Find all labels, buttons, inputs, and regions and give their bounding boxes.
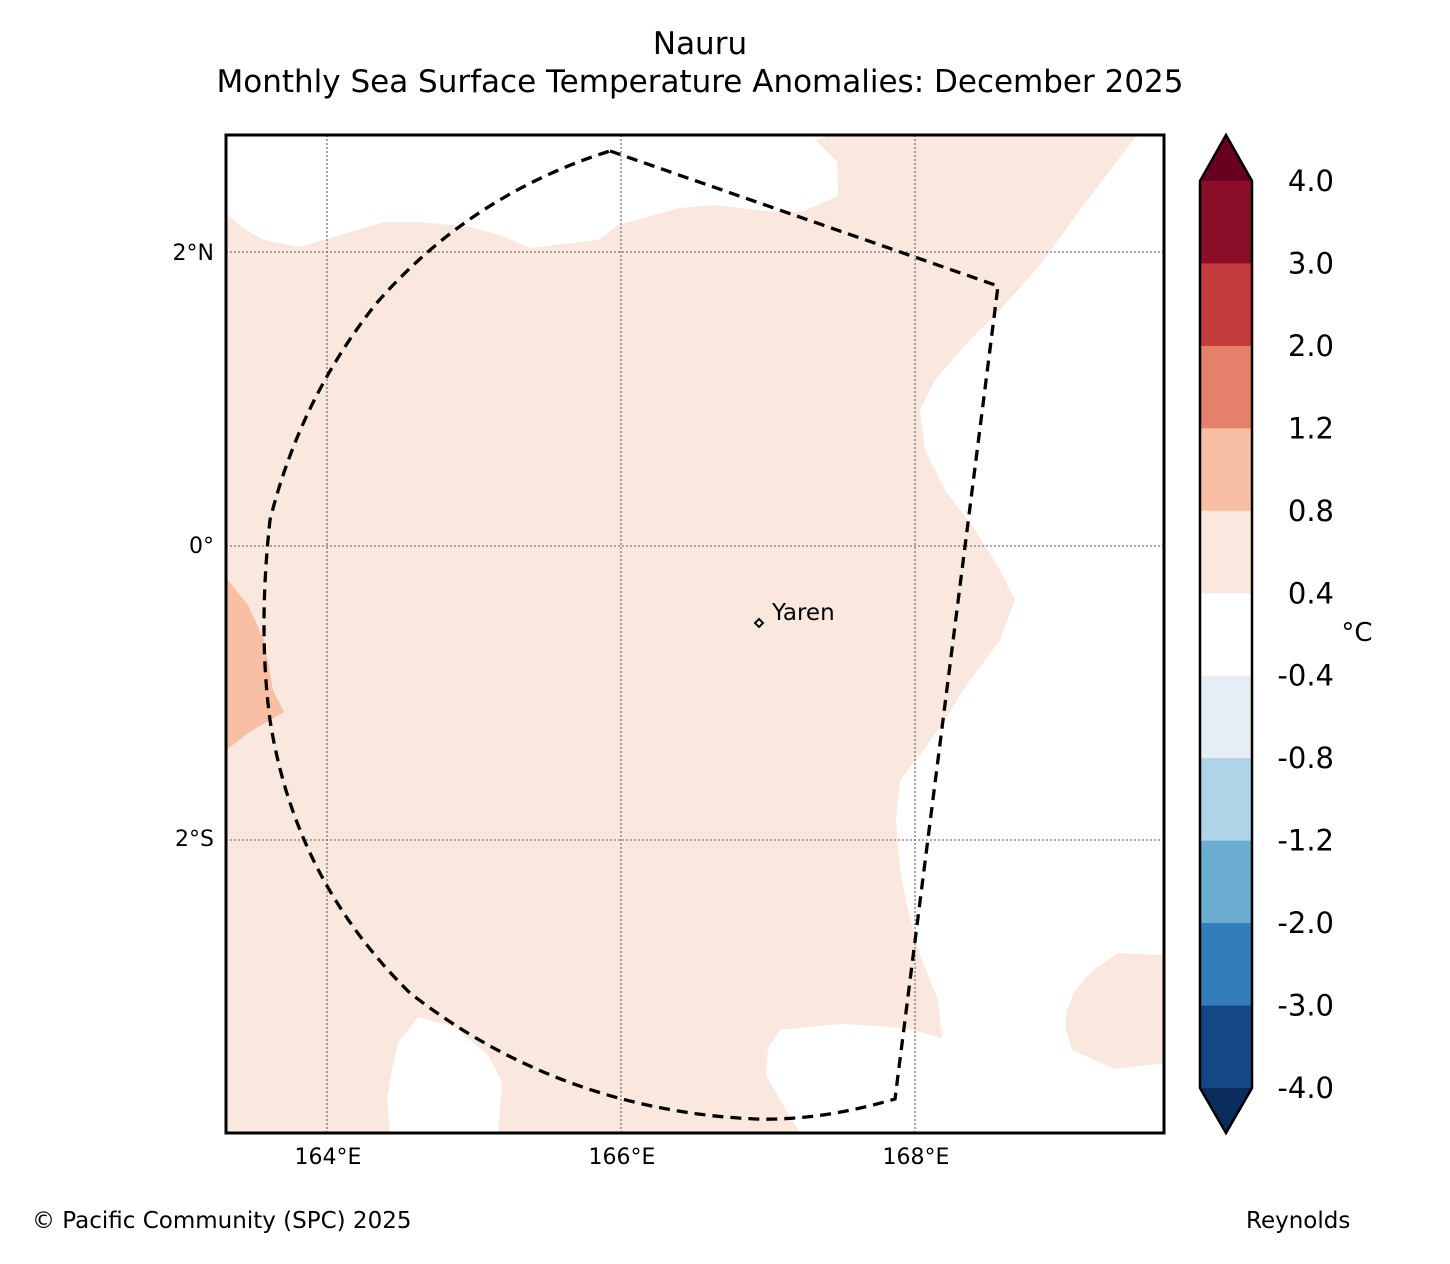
colorbar-tick-label: -0.8 (1277, 741, 1334, 775)
colorbar-band (1200, 263, 1252, 347)
graticule (226, 135, 1164, 1133)
colorbar-tick-label: -2.0 (1277, 906, 1334, 940)
anomaly-warm-patch-southeast (1066, 953, 1164, 1069)
colorbar-tick-label: 1.2 (1288, 411, 1334, 445)
colorbar-band (1200, 923, 1252, 1007)
copyright-credit: © Pacific Community (SPC) 2025 (32, 1208, 412, 1234)
colorbar-band (1200, 593, 1252, 677)
colorbar-tick-label: 0.8 (1288, 494, 1334, 528)
colorbar-tick-label: 2.0 (1288, 329, 1334, 363)
colorbar-tick-label: -3.0 (1277, 989, 1334, 1023)
colorbar-band (1200, 428, 1252, 512)
colorbar: 4.0 3.0 2.0 1.2 0.8 0.4 -0.4 -0.8 -1.2 -2.0 -3.0 -4… (1198, 132, 1334, 1136)
anomaly-neutral-region-south (387, 1017, 502, 1133)
lon-label: 166°E (589, 1145, 656, 1170)
colorbar-tick-label: 3.0 (1288, 246, 1334, 280)
colorbar-tick-label: -4.0 (1277, 1071, 1334, 1105)
lat-label: 0° (189, 534, 214, 559)
colorbar-band (1200, 758, 1252, 842)
anomaly-neutral-region-north (226, 135, 838, 248)
colorbar-tick-label: 0.4 (1288, 576, 1334, 610)
colorbar-band (1200, 840, 1252, 924)
place-label-yaren: Yaren (771, 600, 835, 626)
anomaly-neutral-region-east (766, 135, 1164, 1133)
data-source-label: Reynolds (1246, 1208, 1351, 1234)
chart-title: Nauru (652, 26, 748, 62)
colorbar-band (1200, 510, 1252, 594)
colorbar-band (1200, 181, 1252, 265)
eez-boundary (262, 149, 1000, 1121)
colorbar-tick-label: -1.2 (1277, 824, 1334, 858)
colorbar-tick-label: 4.0 (1288, 164, 1334, 198)
lat-label: 2°S (175, 827, 214, 852)
lon-label: 168°E (883, 1145, 950, 1170)
chart-subtitle: Monthly Sea Surface Temperature Anomalie… (216, 64, 1184, 100)
lat-label: 2°N (173, 241, 214, 266)
colorbar-band (1200, 345, 1252, 429)
colorbar-unit: °C (1341, 618, 1372, 648)
map-frame (224, 133, 1166, 1135)
colorbar-band (1200, 675, 1252, 759)
colorbar-outline (1198, 132, 1254, 1136)
colorbar-band (1200, 1005, 1252, 1089)
lon-label: 164°E (295, 1145, 362, 1170)
map-panel (226, 135, 1164, 1133)
colorbar-tick-label: -0.4 (1277, 659, 1334, 693)
colorbar-extension-max (1200, 135, 1252, 181)
yaren-location-marker (753, 617, 765, 629)
colorbar-extension-min (1200, 1088, 1252, 1133)
